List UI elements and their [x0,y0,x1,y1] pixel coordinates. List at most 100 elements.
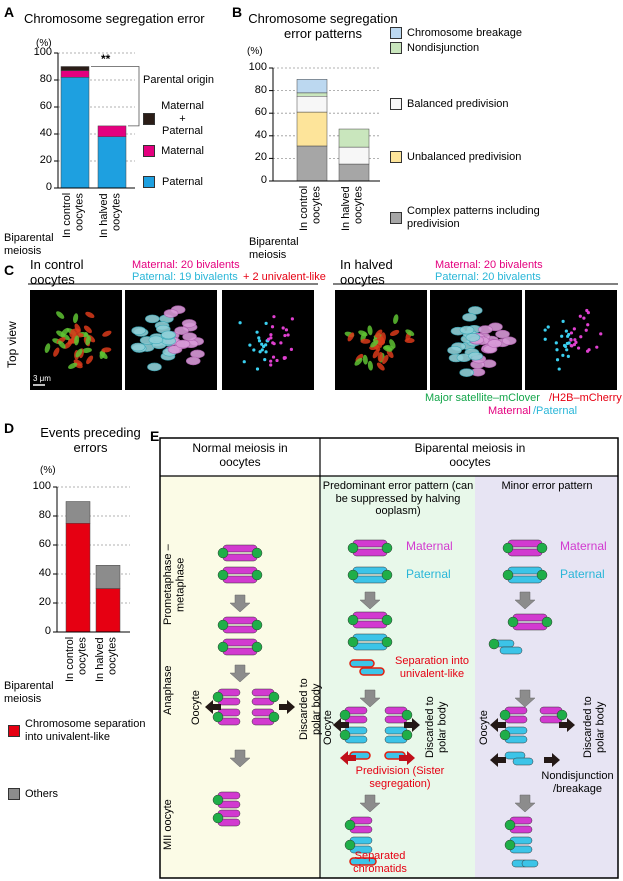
label: Nondisjunction /breakage [541,770,614,795]
chromatid [352,539,388,548]
caption: Major satellite–mClover [425,392,540,404]
background [320,476,475,878]
signal [560,334,564,338]
chromatid [352,566,388,575]
bar [97,136,127,189]
caption: /Paternal [533,405,578,417]
signal [145,314,160,324]
signal [567,341,571,345]
signal [257,339,262,343]
legend-entry: Chromosome separation into univalent-lik… [8,718,148,743]
centromere [339,729,351,741]
chart-title: Chromosome segregation error patterns [248,11,398,41]
signal [555,348,559,352]
signal [275,358,279,363]
chromatid [349,659,375,668]
label: Paternal: 19 bivalents [132,271,238,283]
label: Discarded to polar body [424,696,449,759]
x-tick-label: In control oocytes [64,637,89,683]
centromere [347,542,359,554]
signal [572,327,576,331]
row-label: Top view [5,321,19,369]
signal [543,328,547,332]
chromatid [512,757,534,766]
label: Paternal [406,567,451,581]
chromatid [352,620,388,629]
signal [555,358,560,362]
chromatid [512,613,548,622]
y-tick-label: 20 [38,596,51,608]
legend-label: Paternal [162,176,203,188]
label: Separated chromatids [353,850,407,875]
signal [264,343,268,347]
scale-label: 3 μm [33,374,51,383]
signal [566,354,570,358]
centromere [217,547,229,559]
label: Maternal: 20 bivalents [132,259,240,271]
signal [269,363,273,367]
signal [354,357,363,366]
centromere [268,711,280,723]
signal [269,359,273,363]
signal [44,343,51,353]
chromatid [222,647,258,656]
signal [546,325,550,329]
legend-swatch [390,151,402,164]
centromere [504,819,516,831]
arrow-side [544,753,560,767]
signal [131,326,146,335]
signal [175,339,191,349]
chromatid [359,667,385,676]
centromere [344,839,356,851]
chromatid [222,544,258,553]
legend-swatch [390,98,402,111]
signal [282,356,286,360]
centromere [217,619,229,631]
y-tick-label: 40 [38,567,51,579]
signal [557,367,561,371]
bar [60,70,90,78]
y-tick-label: 60 [39,100,52,112]
signal [462,313,477,322]
signal [260,342,264,346]
centromere [251,547,263,559]
signal [72,313,79,324]
signal [272,315,276,319]
legend-swatch [8,788,20,801]
arrow-side [404,718,420,732]
y-tick-label: 60 [254,106,267,119]
arrow-down [359,794,381,813]
signal [258,350,262,354]
signal [565,348,569,352]
column-header: Biparental meiosis in oocytes [414,441,526,469]
signal [377,351,383,362]
arrow-down [359,591,381,610]
legend-label: Maternal [161,145,204,157]
signal [487,339,503,348]
legend-label: Nondisjunction [407,42,480,54]
bar [296,111,328,147]
signal [389,339,396,349]
signal [578,314,582,318]
signal [269,333,273,337]
signal [586,323,590,327]
signal [447,346,462,355]
signal [74,335,80,346]
row-label: Prometaphase –metaphase [162,544,187,626]
subtitle: In halved oocytes [340,257,393,287]
arrow-down [514,689,536,708]
bar [296,96,328,113]
y-tick-label: 20 [39,154,52,166]
signal [272,342,276,346]
signal [289,347,294,351]
signal [242,360,246,364]
y-tick-label: 80 [254,83,267,96]
signal [380,332,386,343]
signal [70,328,81,334]
signal [61,327,70,336]
y-tick-label: 60 [38,538,51,550]
y-tick-label: 0 [260,174,267,186]
signal [279,341,283,345]
legend-swatch [390,27,402,40]
centromere [541,616,553,628]
